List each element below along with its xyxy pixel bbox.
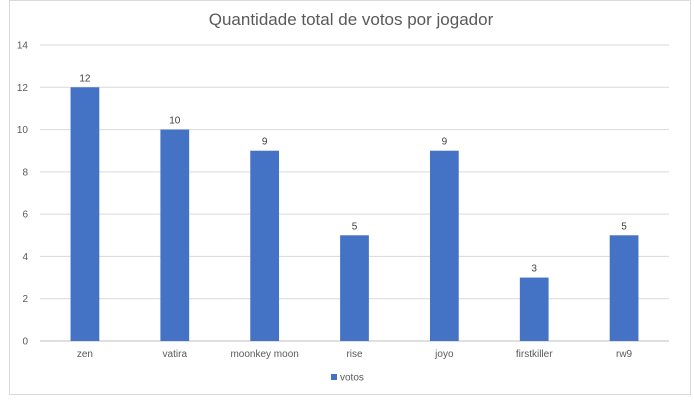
y-axis-ticks: 0 2 4 6 8 10 12 14: [17, 41, 29, 348]
legend: votos: [331, 373, 364, 384]
x-tick-label: firstkiller: [516, 349, 553, 360]
bar: [429, 150, 459, 341]
x-tick-label: joyo: [434, 349, 454, 360]
bar: [250, 150, 280, 341]
y-tick-label: 4: [22, 252, 28, 263]
bar: [70, 87, 100, 342]
x-tick-label: rw9: [616, 349, 633, 360]
legend-swatch: [331, 374, 337, 380]
bar: [160, 129, 190, 341]
x-tick-label: vatira: [163, 349, 188, 360]
legend-label: votos: [340, 373, 364, 384]
bar-chart: Quantidade total de votos por jogador 0 2…: [17, 10, 669, 384]
data-label: 9: [262, 137, 268, 148]
bar: [609, 235, 639, 341]
bars: [70, 87, 639, 342]
bar: [519, 277, 549, 341]
y-tick-label: 8: [22, 167, 28, 178]
y-tick-label: 6: [22, 210, 28, 221]
x-tick-label: zen: [77, 349, 93, 360]
chart-frame: Quantidade total de votos por jogador 0 2…: [9, 0, 691, 395]
x-tick-label: moonkey moon: [230, 349, 298, 360]
chart-title: Quantidade total de votos por jogador: [209, 10, 494, 29]
y-tick-label: 12: [17, 83, 29, 94]
y-tick-label: 14: [17, 41, 29, 52]
y-tick-label: 0: [22, 337, 28, 348]
data-label: 12: [79, 73, 91, 84]
data-label: 10: [169, 116, 181, 127]
data-label: 5: [352, 221, 358, 232]
data-label: 5: [621, 221, 627, 232]
bar: [340, 235, 369, 341]
data-label: 9: [442, 137, 448, 148]
x-tick-label: rise: [346, 349, 363, 360]
x-axis-ticks: zen vatira moonkey moon rise joyo firstkiller…: [77, 349, 633, 360]
y-tick-label: 10: [17, 125, 29, 136]
data-label: 3: [531, 264, 537, 275]
data-labels: 12 10 9 5 9 3 5: [79, 73, 627, 274]
y-tick-label: 2: [22, 294, 28, 305]
